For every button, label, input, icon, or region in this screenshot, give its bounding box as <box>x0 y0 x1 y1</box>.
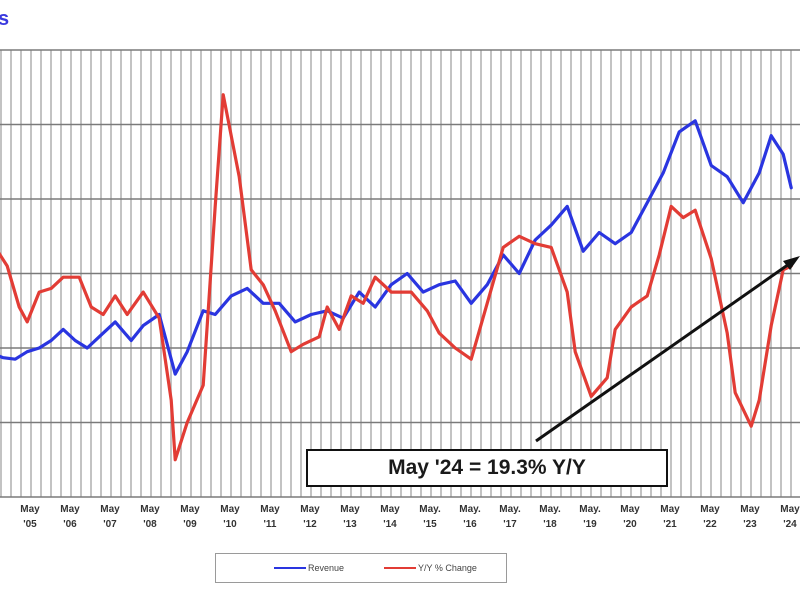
x-tick-label: May. '19 <box>579 504 601 530</box>
annotation-box: May '24 = 19.3% Y/Y <box>306 449 668 487</box>
x-tick-label: May '11 <box>260 504 280 530</box>
arrowhead-icon <box>783 256 800 270</box>
x-tick-label: May. '15 <box>419 504 441 530</box>
x-tick-label: May. '16 <box>459 504 481 530</box>
x-tick-label: May '21 <box>660 504 680 530</box>
revenue-line <box>0 119 793 376</box>
yoy-change-line <box>0 93 793 462</box>
chart-title-fragment: s <box>0 8 10 30</box>
legend-label-yoy: Y/Y % Change <box>418 563 477 573</box>
x-tick-label: May '06 <box>60 504 80 530</box>
x-tick-label: May '13 <box>340 504 360 530</box>
x-tick-label: May '14 <box>380 504 400 530</box>
x-tick-label: May. '17 <box>499 504 521 530</box>
x-tick-label: May '20 <box>620 504 640 530</box>
x-tick-label: May '09 <box>180 504 200 530</box>
x-tick-label: May '08 <box>140 504 160 530</box>
legend-item-yoy: Y/Y % Change <box>384 563 477 573</box>
annotation-text: May '24 = 19.3% Y/Y <box>388 456 586 479</box>
legend-item-revenue: Revenue <box>274 563 344 573</box>
x-tick-label: May '23 <box>740 504 760 530</box>
chart-legend: Revenue Y/Y % Change <box>215 553 507 583</box>
x-tick-label: May '10 <box>220 504 240 530</box>
legend-label-revenue: Revenue <box>308 563 345 573</box>
x-tick-label: May '24 <box>780 504 800 530</box>
x-tick-label: May '22 <box>700 504 720 530</box>
legend-swatch-revenue <box>274 567 306 569</box>
annotation-arrow <box>535 256 800 443</box>
x-tick-label: May. '18 <box>539 504 561 530</box>
x-tick-label: May '07 <box>100 504 120 530</box>
horizontal-gridlines <box>0 49 800 498</box>
x-tick-label: May '05 <box>20 504 40 530</box>
x-tick-label: May '12 <box>300 504 320 530</box>
legend-swatch-yoy <box>384 567 416 569</box>
